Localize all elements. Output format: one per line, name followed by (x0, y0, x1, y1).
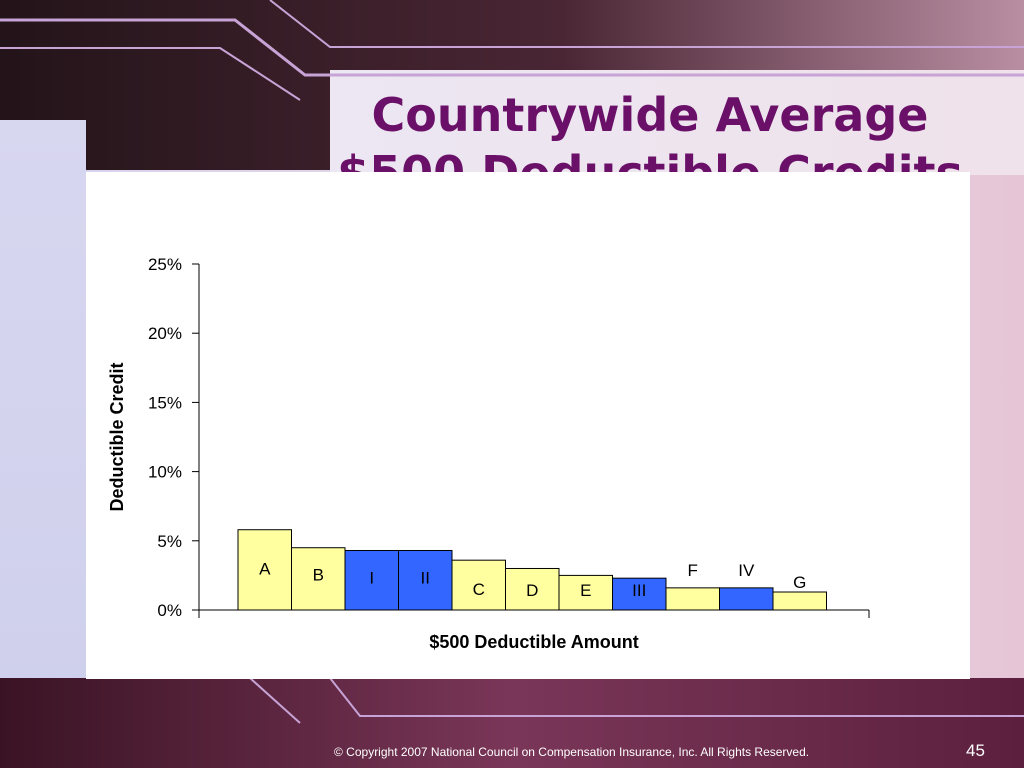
y-tick-label-0: 0% (157, 601, 182, 620)
decorative-lines-bottom (249, 678, 1024, 724)
y-tick-label-20: 20% (148, 324, 182, 343)
bar-label-iii: III (632, 581, 646, 600)
copyright-notice: © Copyright 2007 National Council on Com… (334, 745, 810, 759)
bar-label-iv: IV (738, 561, 755, 580)
bar-i (344, 549, 399, 611)
bar-label-a: A (259, 560, 271, 579)
axes-layer: 0% 5% 10% 15% 20% 25% $500 Deductible Amount De… (107, 255, 870, 652)
y-tick-label-10: 10% (148, 463, 182, 482)
x-axis-title: $500 Deductible Amount (429, 632, 638, 652)
left-decor-panel (0, 120, 86, 680)
bar-g (772, 591, 827, 611)
bar-label-ii: II (421, 568, 430, 587)
bar-b (291, 547, 346, 611)
y-tick-label-5: 5% (157, 532, 182, 551)
slide-title-line-1: Countrywide Average (371, 88, 929, 142)
chart-panel: A B I II C D E III F IV G 0% 5% 10% 15% 20% 25% $500 Ded… (86, 172, 970, 679)
bar-label-c: C (473, 580, 485, 599)
y-tick-label-15: 15% (148, 393, 182, 412)
decorative-lines (0, 0, 1024, 101)
y-tick-label-25: 25% (148, 255, 182, 274)
bar-label-b: B (313, 566, 324, 585)
bar-a (237, 529, 292, 611)
footer-band (0, 678, 1024, 768)
bar-f (665, 587, 720, 611)
bar-label-d: D (526, 581, 538, 600)
title-panel (330, 70, 1024, 175)
y-axis-title: Deductible Credit (107, 362, 127, 511)
bar-label-i: I (369, 568, 374, 587)
bar-label-e: E (580, 581, 591, 600)
bar-iv (719, 587, 774, 611)
bar-iii (612, 577, 667, 611)
page-number: 45 (966, 741, 985, 760)
bar-label-g: G (793, 573, 806, 592)
bar-label-f: F (688, 561, 698, 580)
